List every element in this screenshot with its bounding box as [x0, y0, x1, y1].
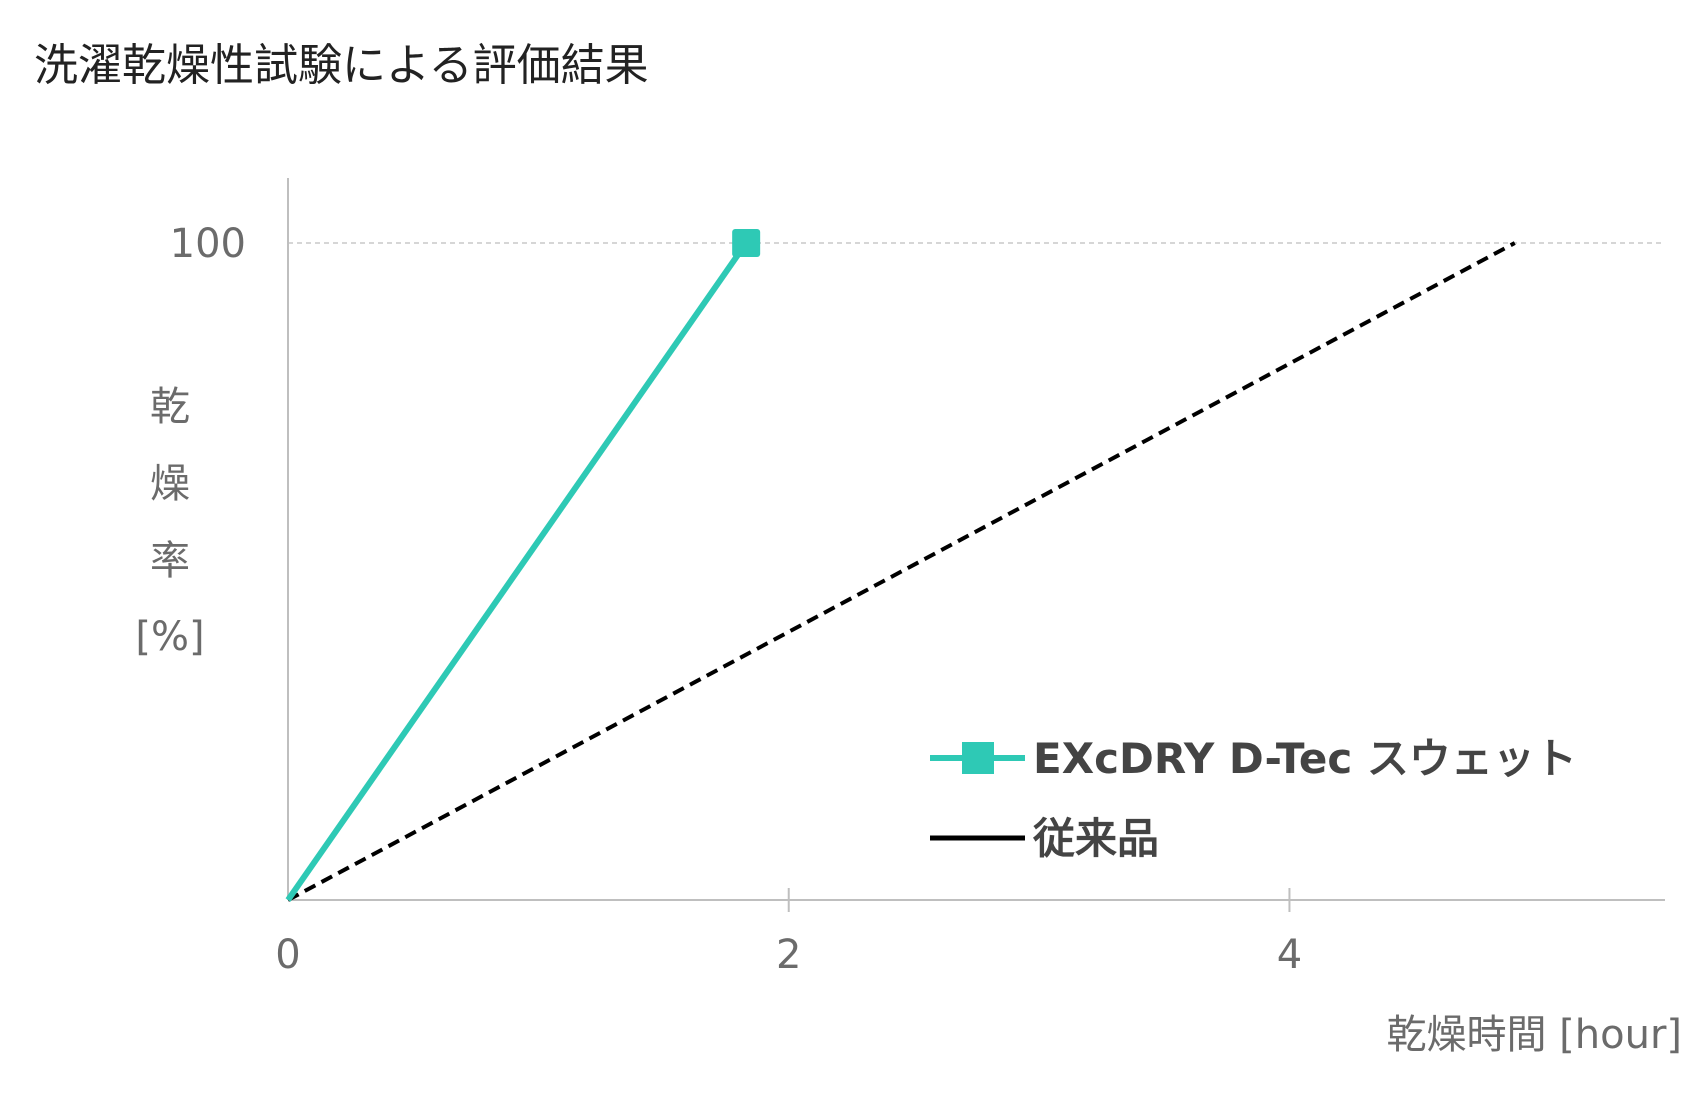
legend-label-conventional: 従来品	[1032, 814, 1159, 863]
ticks: 100 0 2 4	[170, 221, 1303, 978]
y-tick-label: 100	[170, 221, 246, 267]
y-axis-title-part: [%]	[135, 614, 204, 660]
axes	[287, 178, 1665, 901]
legend: EXcDRY D-Tec スウェット 従来品	[930, 734, 1577, 863]
chart-title: 洗濯乾燥性試験による評価結果	[34, 40, 649, 91]
x-axis-title: 乾燥時間 [hour]	[1386, 1012, 1682, 1058]
x-tick-label: 2	[776, 932, 801, 978]
y-axis-title-part: 乾	[150, 384, 190, 430]
x-tick-label: 0	[275, 932, 300, 978]
y-axis-title-part: 率	[150, 538, 190, 584]
legend-label-excdry: EXcDRY D-Tec スウェット	[1033, 734, 1577, 783]
y-axis-title-part: 燥	[150, 461, 190, 507]
x-tick-label: 4	[1277, 932, 1302, 978]
series-line-excdry	[285, 241, 749, 902]
legend-marker-excdry	[962, 742, 994, 774]
series-group	[285, 229, 1516, 902]
y-axis-title: 乾 燥 率 [%]	[135, 384, 204, 660]
series-line-conventional	[287, 241, 1516, 902]
series-marker-excdry	[732, 229, 761, 257]
